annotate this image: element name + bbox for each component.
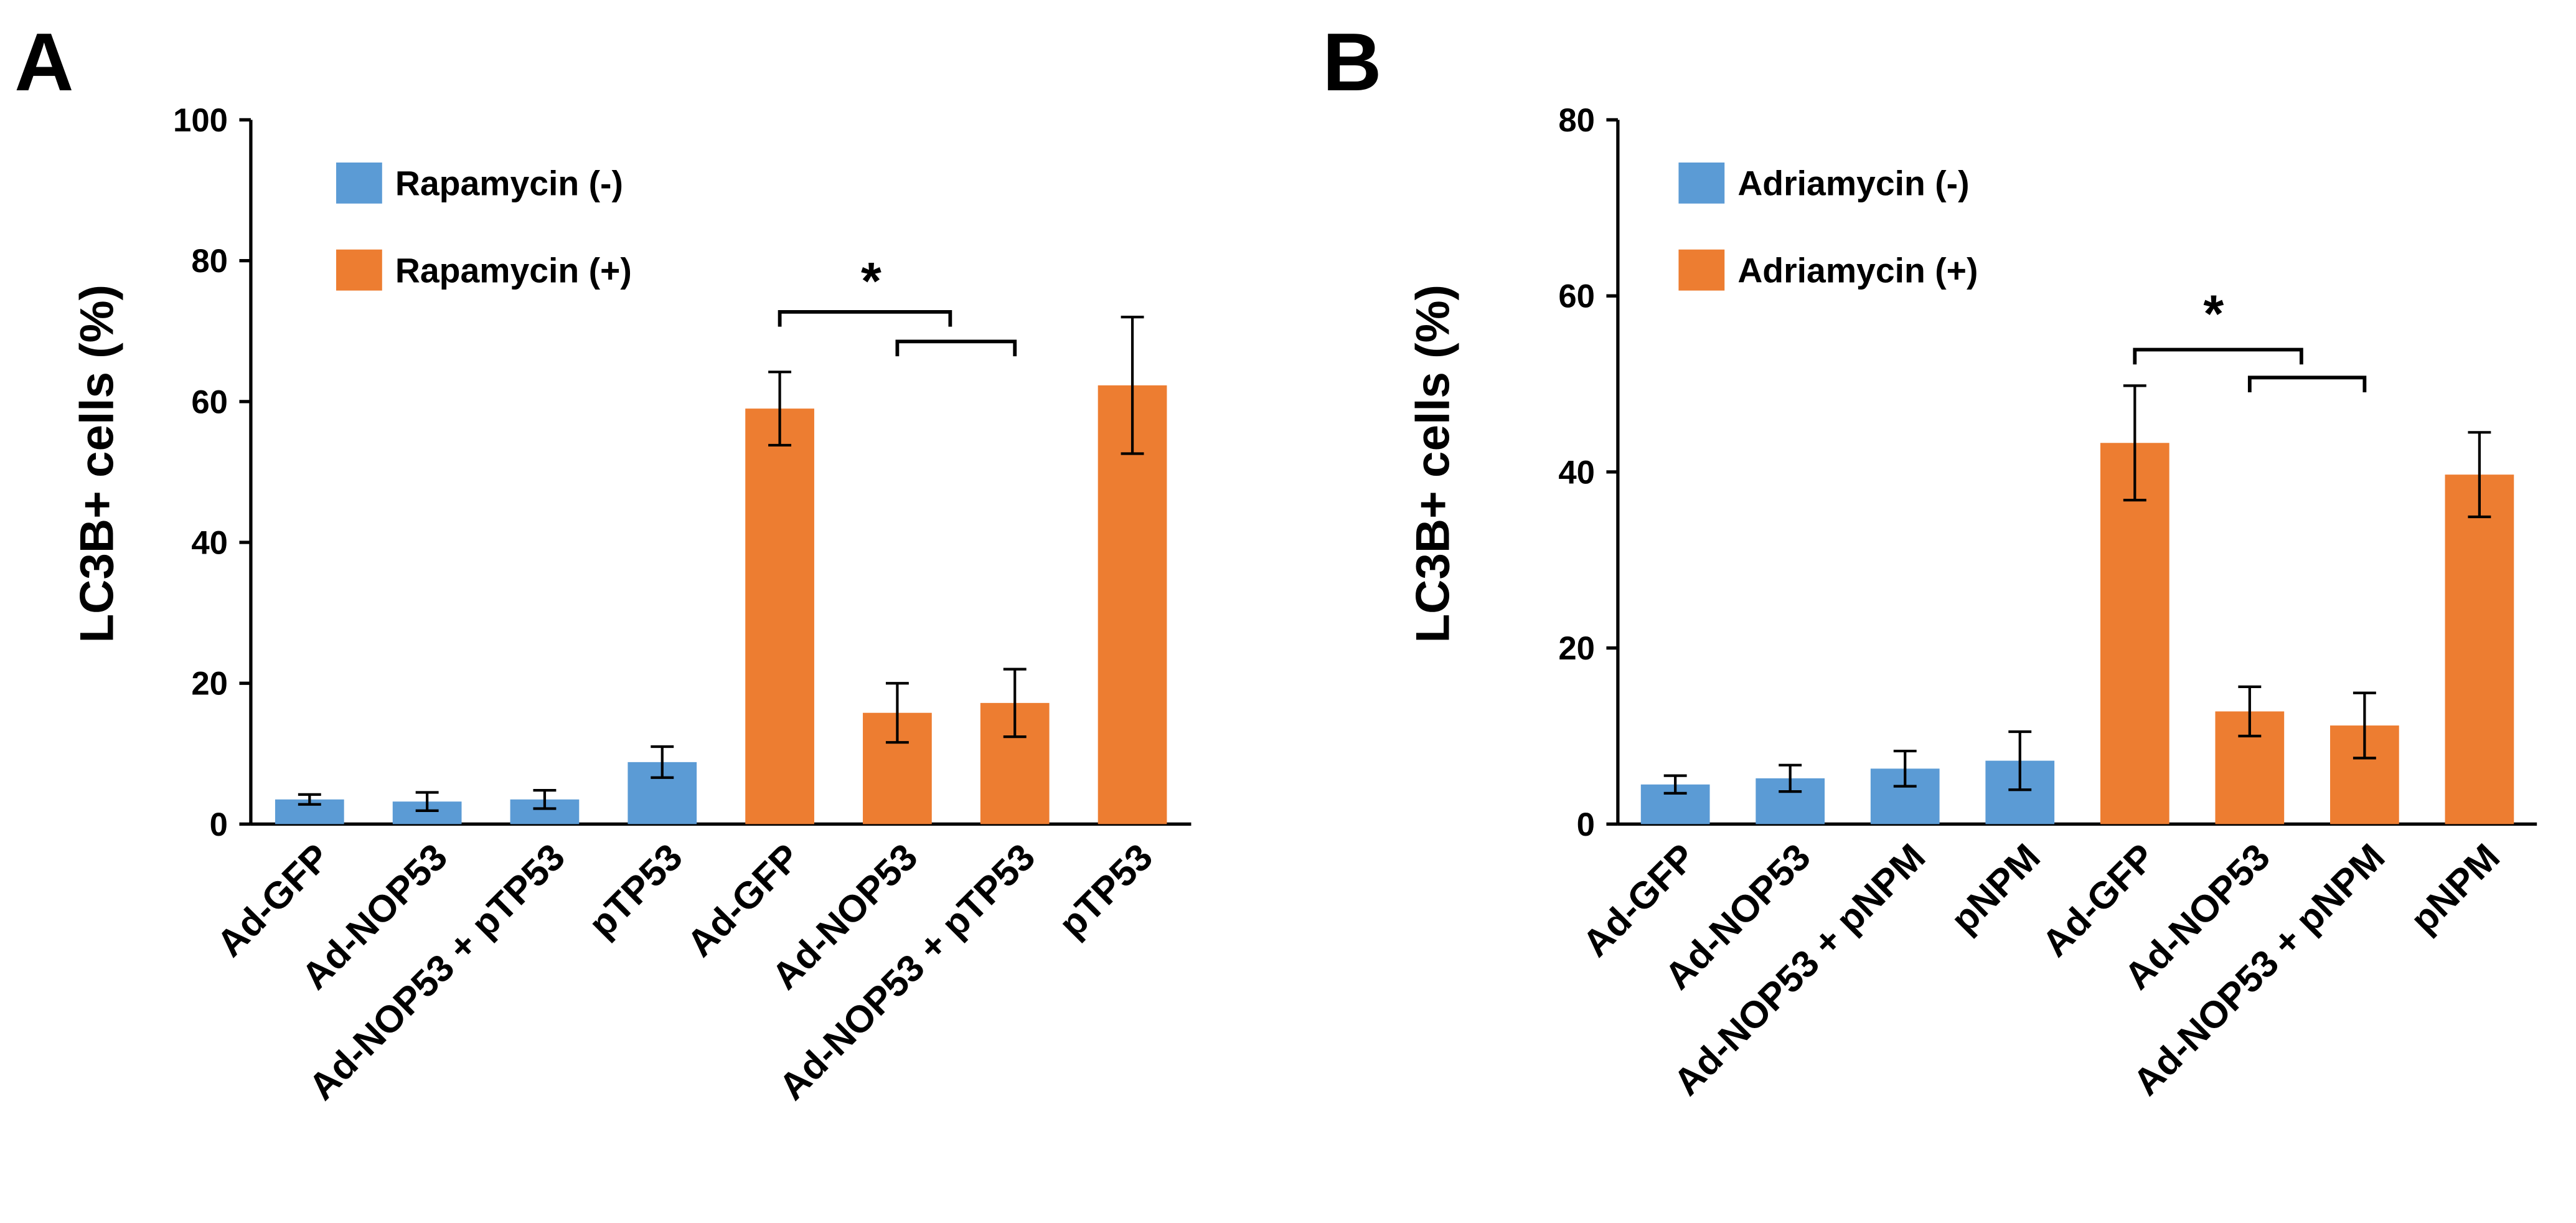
significance-mark: *	[2203, 285, 2224, 343]
bar	[1098, 385, 1167, 824]
y-tick-label: 20	[1558, 630, 1595, 667]
panel-label: B	[1322, 16, 1381, 108]
legend-label: Rapamycin (+)	[395, 251, 632, 290]
bar	[2445, 475, 2514, 824]
significance-bracket	[2247, 375, 2367, 393]
y-axis-title: LC3B+ cells (%)	[70, 285, 123, 643]
legend-label: Adriamycin (+)	[1737, 251, 1978, 290]
legend-label: Rapamycin (-)	[395, 164, 623, 203]
y-tick-label: 40	[1558, 454, 1595, 491]
y-axis-title: LC3B+ cells (%)	[1406, 285, 1459, 643]
y-tick-label: 60	[191, 384, 228, 420]
legend-swatch	[1678, 162, 1725, 204]
significance-bracket	[2133, 347, 2303, 365]
significance-bracket	[778, 309, 952, 327]
x-tick-label: pTP53	[1051, 836, 1161, 946]
y-tick-label: 0	[1577, 806, 1595, 843]
x-tick-label: pNPM	[1942, 836, 2048, 942]
x-tick-label: pTP53	[580, 836, 690, 946]
bar	[745, 408, 814, 824]
y-tick-label: 0	[210, 806, 228, 843]
y-tick-label: 60	[1558, 278, 1595, 315]
significance-mark: *	[861, 252, 881, 310]
y-tick-label: 40	[191, 524, 228, 561]
bar	[2100, 443, 2169, 824]
legend-label: Adriamycin (-)	[1737, 164, 1969, 203]
legend-swatch	[336, 162, 382, 204]
x-tick-label: pNPM	[2402, 836, 2508, 942]
y-tick-label: 100	[173, 102, 228, 139]
legend-swatch	[336, 249, 382, 291]
legend-swatch	[1678, 249, 1725, 291]
y-tick-label: 20	[191, 666, 228, 702]
y-tick-label: 80	[191, 243, 228, 280]
y-tick-label: 80	[1558, 102, 1595, 139]
significance-bracket	[895, 339, 1017, 357]
panel-label: A	[14, 16, 73, 108]
